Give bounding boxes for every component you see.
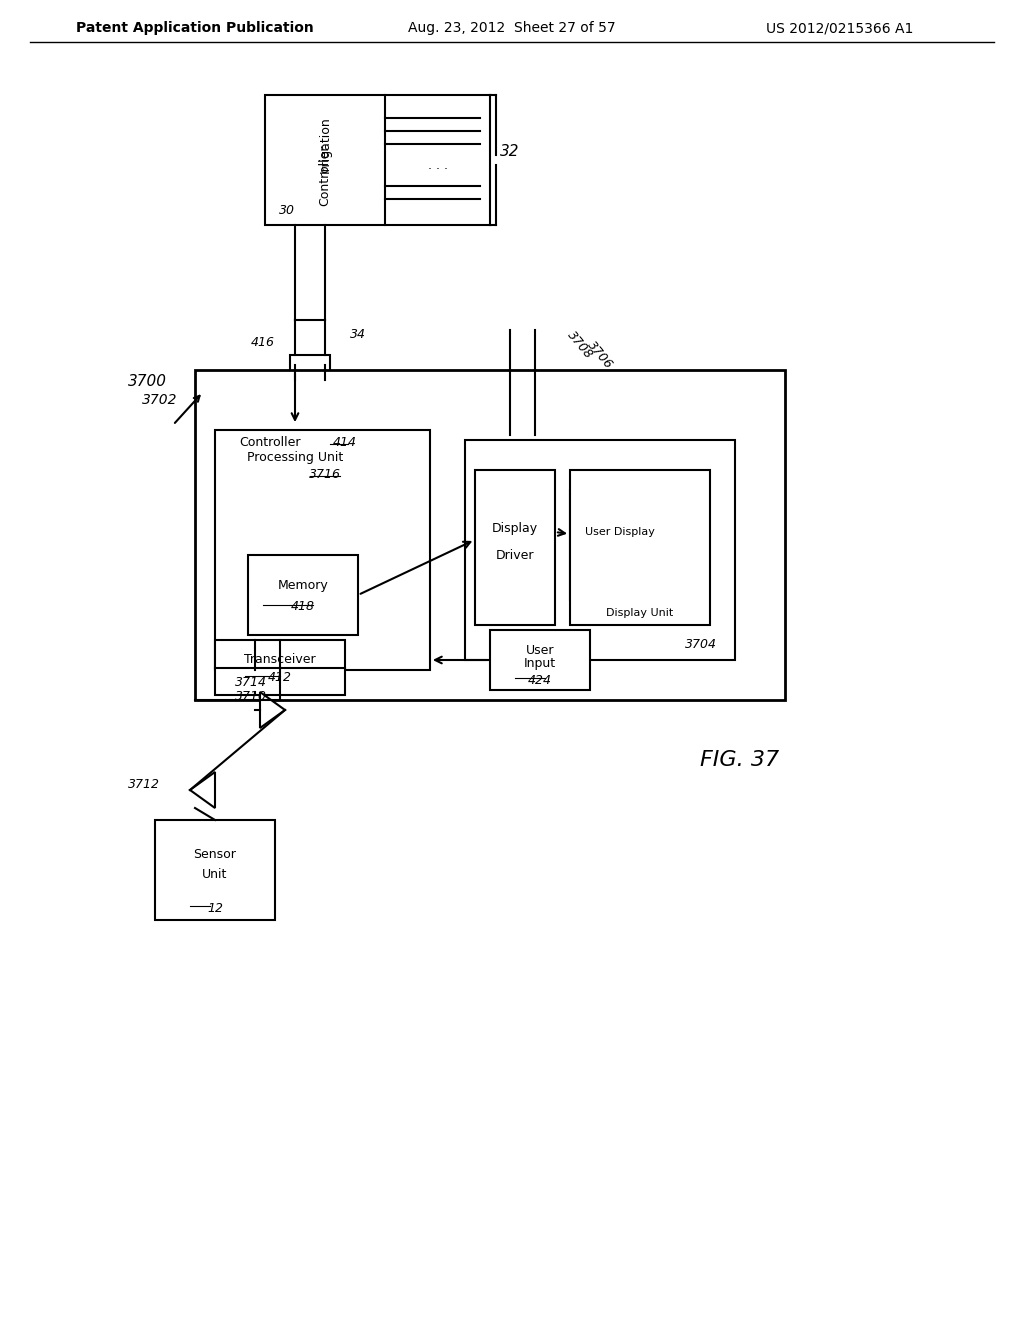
Bar bbox=[155, 820, 275, 920]
Text: 414: 414 bbox=[333, 436, 357, 449]
Bar bbox=[570, 470, 710, 624]
Bar bbox=[215, 640, 345, 696]
Text: US 2012/0215366 A1: US 2012/0215366 A1 bbox=[766, 21, 913, 36]
Text: Input: Input bbox=[524, 656, 556, 669]
Text: User Display: User Display bbox=[585, 527, 655, 537]
Text: 424: 424 bbox=[528, 673, 552, 686]
Text: Processing Unit: Processing Unit bbox=[247, 451, 343, 465]
Text: Unit: Unit bbox=[203, 869, 227, 882]
Text: 3704: 3704 bbox=[685, 639, 717, 652]
Text: Driver: Driver bbox=[496, 549, 535, 562]
Text: 3708: 3708 bbox=[565, 329, 596, 362]
Text: Controller: Controller bbox=[240, 436, 301, 449]
Text: 34: 34 bbox=[350, 329, 366, 342]
Bar bbox=[290, 355, 330, 380]
Bar bbox=[475, 470, 555, 624]
Polygon shape bbox=[190, 772, 215, 808]
Text: Aug. 23, 2012  Sheet 27 of 57: Aug. 23, 2012 Sheet 27 of 57 bbox=[409, 21, 615, 36]
Text: 3700: 3700 bbox=[128, 375, 167, 389]
Text: User: User bbox=[525, 644, 554, 657]
Text: 3702: 3702 bbox=[141, 393, 177, 407]
Text: Display: Display bbox=[492, 523, 538, 536]
Bar bbox=[248, 554, 358, 635]
Text: Patent Application Publication: Patent Application Publication bbox=[76, 21, 314, 36]
Text: Transceiver: Transceiver bbox=[244, 653, 315, 665]
Text: Sensor: Sensor bbox=[194, 849, 237, 862]
Text: 3714: 3714 bbox=[234, 676, 267, 689]
Text: Irrigation: Irrigation bbox=[318, 116, 332, 173]
Polygon shape bbox=[260, 692, 285, 729]
Text: 3712: 3712 bbox=[128, 779, 160, 792]
Text: . . .: . . . bbox=[427, 158, 447, 172]
Text: 3710: 3710 bbox=[234, 690, 267, 704]
Bar bbox=[465, 440, 735, 660]
Bar bbox=[195, 370, 785, 700]
Text: 12: 12 bbox=[207, 902, 223, 915]
Text: Controller: Controller bbox=[318, 145, 332, 206]
Bar bbox=[570, 490, 670, 601]
Text: 3716: 3716 bbox=[309, 467, 341, 480]
Bar bbox=[490, 630, 590, 690]
Text: 30: 30 bbox=[279, 205, 295, 218]
Text: Memory: Memory bbox=[278, 579, 329, 591]
Text: 32: 32 bbox=[501, 144, 520, 160]
Text: 412: 412 bbox=[268, 671, 292, 684]
Text: FIG. 37: FIG. 37 bbox=[700, 750, 779, 770]
Text: Display Unit: Display Unit bbox=[606, 609, 674, 618]
Text: 3706: 3706 bbox=[585, 338, 615, 371]
Text: 418: 418 bbox=[291, 601, 315, 614]
Text: 416: 416 bbox=[251, 337, 275, 350]
Bar bbox=[265, 95, 385, 224]
Bar bbox=[215, 430, 430, 671]
